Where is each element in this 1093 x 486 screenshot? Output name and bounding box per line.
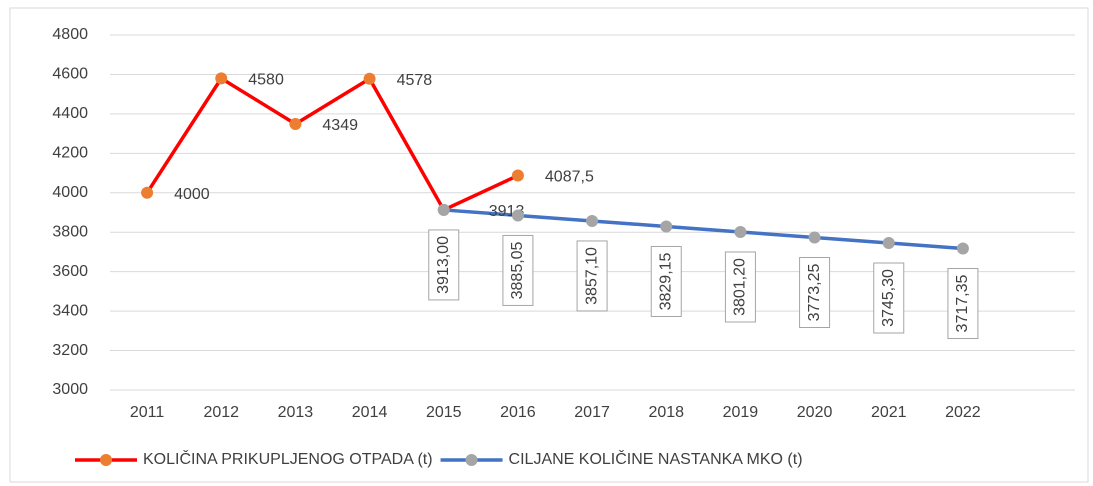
label-box — [873, 262, 905, 334]
x-tick-label: 2017 — [574, 404, 610, 421]
x-tick-label: 2019 — [723, 404, 759, 421]
data-label: 4087,5 — [545, 169, 594, 186]
x-tick-label: 2015 — [426, 404, 462, 421]
legend-marker — [100, 454, 112, 466]
label-box — [724, 251, 756, 323]
data-label: 4580 — [248, 72, 284, 89]
x-tick-label: 2022 — [945, 404, 981, 421]
x-tick-label: 2011 — [130, 404, 165, 421]
y-tick-label: 4400 — [52, 105, 88, 122]
data-label: 4578 — [397, 72, 433, 89]
data-label: 4000 — [174, 186, 210, 203]
x-tick-label: 2012 — [203, 404, 239, 421]
data-label: 4349 — [322, 117, 358, 134]
data-label: 3885,05 — [509, 241, 526, 299]
label-box — [650, 245, 682, 317]
marker — [437, 203, 450, 216]
x-tick-label: 2013 — [278, 404, 314, 421]
y-tick-label: 3600 — [52, 263, 88, 280]
marker — [660, 220, 673, 233]
y-tick-label: 4000 — [52, 184, 88, 201]
y-tick-label: 4800 — [52, 26, 88, 43]
data-label: 3857,10 — [583, 247, 600, 305]
x-tick-label: 2014 — [352, 404, 388, 421]
y-tick-label: 4600 — [52, 66, 88, 83]
label-box — [947, 268, 979, 340]
series-line — [145, 76, 519, 212]
label-box — [799, 256, 831, 328]
data-label: 3829,15 — [657, 252, 674, 310]
label-box — [428, 229, 460, 301]
y-tick-label: 4200 — [52, 145, 88, 162]
y-tick-label: 3800 — [52, 223, 88, 240]
y-tick-label: 3000 — [52, 381, 88, 398]
data-label: 3717,35 — [954, 275, 971, 333]
marker — [141, 186, 154, 199]
legend-marker — [465, 454, 478, 466]
x-tick-label: 2020 — [797, 404, 833, 421]
x-tick-label: 2018 — [648, 404, 684, 421]
y-tick-label: 3400 — [52, 302, 88, 319]
label-box — [576, 240, 608, 312]
marker — [511, 169, 524, 182]
marker — [734, 225, 747, 238]
data-label: 3913,00 — [435, 236, 452, 294]
y-tick-label: 3200 — [52, 342, 88, 359]
x-tick-label: 2021 — [871, 404, 907, 421]
marker — [511, 209, 524, 222]
x-tick-label: 2016 — [500, 404, 536, 421]
legend-label: KOLIČINA PRIKUPLJENOG OTPADA (t) — [143, 449, 433, 468]
data-label: 3773,25 — [806, 263, 823, 321]
label-box — [502, 234, 534, 306]
marker — [808, 231, 821, 244]
series-line — [443, 208, 964, 251]
marker — [956, 242, 969, 255]
marker — [215, 72, 228, 85]
data-label: 3745,30 — [880, 269, 897, 327]
marker — [882, 237, 895, 250]
marker — [363, 72, 376, 85]
marker — [586, 214, 599, 227]
marker — [289, 117, 302, 130]
legend-label: CILJANE KOLIČINE NASTANKA MKO (t) — [509, 449, 803, 468]
data-label: 3801,20 — [732, 258, 749, 316]
